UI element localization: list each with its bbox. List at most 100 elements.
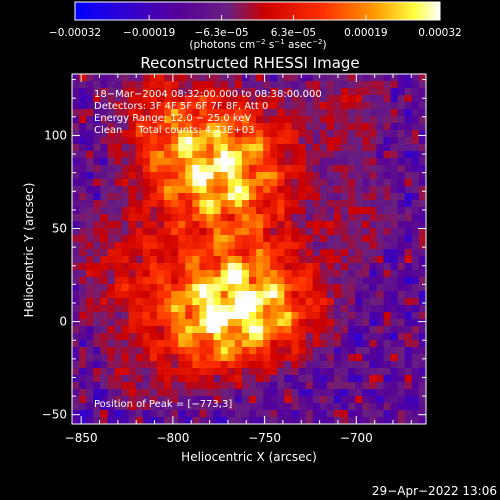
heatmap-cell (220, 403, 229, 411)
heatmap-cell (121, 200, 130, 208)
heatmap-cell (149, 242, 158, 250)
heatmap-cell (362, 116, 370, 124)
heatmap-cell (333, 200, 342, 208)
heatmap-cell (107, 333, 116, 341)
heatmap-cell (142, 333, 151, 341)
heatmap-cell (142, 200, 151, 208)
heatmap-cell (319, 102, 328, 110)
heatmap-cell (298, 368, 307, 376)
heatmap-cell (397, 284, 406, 292)
heatmap-cell (319, 382, 328, 390)
heatmap-cell (135, 214, 144, 222)
heatmap-cell (284, 81, 293, 89)
heatmap-cell (383, 382, 392, 390)
heatmap-cell (199, 319, 208, 327)
heatmap-cell (411, 165, 420, 173)
heatmap-cell (171, 109, 179, 117)
heatmap-cell (121, 396, 130, 404)
heatmap-cell (171, 382, 179, 390)
heatmap-cell (348, 179, 356, 187)
heatmap-cell (348, 193, 356, 201)
heatmap-cell (149, 291, 158, 299)
heatmap-cell (284, 242, 293, 250)
heatmap-cell (227, 333, 236, 341)
heatmap-cell (213, 186, 222, 194)
heatmap-cell (213, 158, 222, 166)
heatmap-cell (326, 242, 335, 250)
heatmap-cell (270, 333, 278, 341)
heatmap-cell (178, 382, 186, 390)
heatmap-cell (319, 249, 328, 257)
heatmap-cell (263, 235, 271, 243)
heatmap-cell (121, 74, 130, 82)
heatmap-cell (93, 165, 101, 173)
heatmap-cell (178, 305, 186, 313)
heatmap-cell (220, 95, 229, 103)
heatmap-cell (185, 116, 193, 124)
heatmap-cell (369, 375, 378, 383)
heatmap-cell (206, 340, 215, 348)
heatmap-cell (142, 74, 151, 82)
heatmap-cell (418, 375, 426, 383)
heatmap-cell (270, 403, 278, 411)
heatmap-cell (149, 81, 158, 89)
heatmap-cell (72, 396, 80, 404)
heatmap-cell (397, 74, 406, 82)
heatmap-cell (128, 158, 137, 166)
heatmap-cell (369, 214, 378, 222)
heatmap-cell (390, 221, 399, 229)
heatmap-cell (227, 291, 236, 299)
heatmap-cell (369, 389, 378, 397)
heatmap-cell (241, 221, 250, 229)
heatmap-cell (206, 312, 215, 320)
heatmap-cell (326, 74, 335, 82)
heatmap-cell (362, 354, 370, 362)
heatmap-cell (227, 270, 236, 278)
heatmap-cell (135, 291, 144, 299)
heatmap-cell (213, 382, 222, 390)
heatmap-cell (192, 312, 201, 320)
heatmap-cell (312, 165, 321, 173)
heatmap-cell (397, 319, 406, 327)
heatmap-cell (93, 200, 101, 208)
heatmap-cell (156, 102, 165, 110)
plot-frame (71, 73, 427, 425)
heatmap-cell (241, 242, 250, 250)
heatmap-cell (164, 165, 172, 173)
heatmap-cell (114, 340, 123, 348)
heatmap-cell (79, 193, 87, 201)
heatmap-cell (135, 123, 144, 131)
heatmap-cell (341, 179, 349, 187)
heatmap-cell (362, 305, 370, 313)
heatmap-cell (86, 396, 94, 404)
heatmap-cell (72, 186, 80, 194)
heatmap-cell (234, 361, 243, 369)
heatmap-cell (178, 221, 186, 229)
heatmap-cell (149, 179, 158, 187)
heatmap-cell (213, 291, 222, 299)
heatmap-cell (164, 347, 172, 355)
heatmap-cell (192, 389, 201, 397)
heatmap-cell (326, 214, 335, 222)
heatmap-cell (305, 319, 314, 327)
heatmap-cell (362, 221, 370, 229)
heatmap-cell (284, 95, 293, 103)
heatmap-cell (362, 326, 370, 334)
heatmap-cell (277, 228, 285, 236)
heatmap-cell (284, 403, 293, 411)
heatmap-cell (156, 74, 165, 82)
heatmap-cell (86, 200, 94, 208)
heatmap-cell (206, 179, 215, 187)
heatmap-cell (390, 88, 399, 96)
heatmap-cell (284, 137, 293, 145)
heatmap-cell (298, 354, 307, 362)
heatmap-cell (227, 193, 236, 201)
heatmap-cell (79, 410, 87, 418)
heatmap-cell (79, 312, 87, 320)
heatmap-cell (291, 270, 300, 278)
heatmap-cell (277, 158, 285, 166)
heatmap-cell (305, 326, 314, 334)
heatmap-cell (369, 256, 378, 264)
heatmap-cell (383, 270, 392, 278)
heatmap-cell (199, 249, 208, 257)
